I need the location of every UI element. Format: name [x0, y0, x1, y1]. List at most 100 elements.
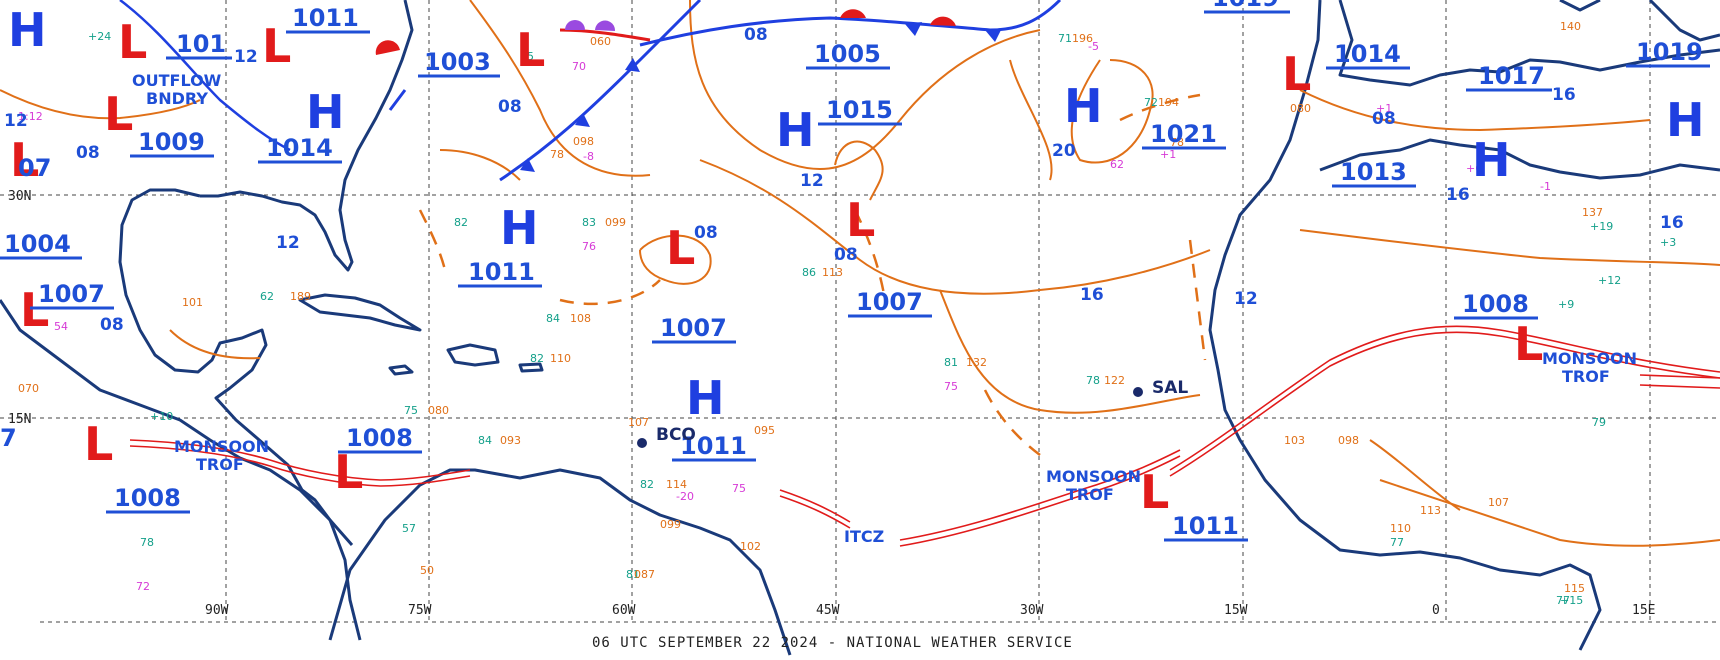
low-center: L	[516, 23, 545, 77]
pressure-label: 7	[0, 424, 17, 452]
low-center: L	[1282, 47, 1311, 101]
high-center: H	[500, 201, 539, 255]
pressure-label: 1005	[814, 40, 881, 68]
hispaniola	[446, 343, 500, 367]
pressure-label: 1019	[1212, 0, 1279, 12]
svg-text:70: 70	[572, 60, 586, 73]
svg-text:060: 060	[590, 35, 611, 48]
pressure-label: 1008	[1462, 290, 1529, 318]
high-center: H	[1064, 79, 1103, 133]
low-center: L	[262, 19, 291, 73]
pressure-label: 1017	[1478, 62, 1545, 90]
high-center: H	[1666, 93, 1705, 147]
lon-label: 90W	[205, 603, 229, 618]
low-center: L	[1140, 465, 1169, 519]
north-africa-coast	[1319, 138, 1720, 180]
svg-text:101: 101	[182, 296, 203, 309]
monsoon-trough-label: MONSOON	[1046, 467, 1141, 486]
pressure-label: 101	[176, 30, 226, 58]
isobars	[0, 0, 1720, 547]
svg-text:080: 080	[428, 404, 449, 417]
pressure-label: 1008	[114, 484, 181, 512]
pressure-label: 1014	[1334, 40, 1401, 68]
itcz-label: ITCZ	[844, 527, 884, 546]
station-label-bco: BCO	[656, 425, 696, 445]
svg-text:122: 122	[1104, 374, 1125, 387]
station-observations: 1:12 +24 -5 78 098 -8 060 65 70 71 196 7…	[18, 20, 1676, 607]
lon-label: 60W	[612, 603, 636, 618]
svg-text:08: 08	[744, 25, 768, 45]
pressure-label: 07	[18, 154, 51, 182]
iberia	[1338, 0, 1720, 87]
svg-text:16: 16	[1080, 285, 1104, 305]
svg-text:1:12: 1:12	[18, 110, 43, 123]
svg-text:196: 196	[1072, 32, 1093, 45]
lon-label: 45W	[816, 603, 840, 618]
svg-text:107: 107	[1488, 496, 1509, 509]
svg-text:20: 20	[1052, 141, 1076, 161]
high-center: H	[776, 103, 815, 157]
svg-text:070: 070	[18, 382, 39, 395]
svg-text:83: 83	[582, 216, 596, 229]
pressure-label: 1011	[292, 4, 359, 32]
svg-text:132: 132	[966, 356, 987, 369]
svg-text:75: 75	[404, 404, 418, 417]
svg-text:137: 137	[1582, 206, 1603, 219]
outflow-boundary-label: OUTFLOW	[132, 71, 222, 90]
svg-text:189: 189	[290, 290, 311, 303]
lat-label: 15N	[8, 412, 31, 427]
svg-text:-5: -5	[1088, 40, 1099, 53]
svg-text:099: 099	[605, 216, 626, 229]
svg-text:110: 110	[550, 352, 571, 365]
svg-text:+1: +1	[1160, 148, 1176, 161]
low-center: L	[334, 445, 363, 499]
svg-text:71: 71	[1058, 32, 1072, 45]
pressure-label: 1019	[1636, 38, 1703, 66]
pressure-label: 1011	[468, 258, 535, 286]
svg-text:+10: +10	[150, 410, 173, 423]
cuba	[298, 293, 422, 332]
svg-text:+12: +12	[1598, 274, 1621, 287]
pressure-label: 1011	[1172, 512, 1239, 540]
pressure-label: 1015	[826, 96, 893, 124]
pressure-label: 1008	[346, 424, 413, 452]
svg-text:102: 102	[740, 540, 761, 553]
lon-label: 30W	[1020, 603, 1044, 618]
svg-text:86: 86	[802, 266, 816, 279]
svg-text:-1: -1	[1540, 180, 1551, 193]
high-pressure-centers: H H H H H H H H	[8, 3, 1705, 425]
corsica	[1559, 0, 1601, 12]
svg-text:78: 78	[140, 536, 154, 549]
pressure-label: 1007	[660, 314, 727, 342]
cold-front	[499, 0, 702, 182]
svg-text:72: 72	[136, 580, 150, 593]
lon-label: 75W	[408, 603, 432, 618]
svg-text:12: 12	[276, 233, 300, 253]
monsoon-trough-label: TROF	[1066, 485, 1114, 504]
jamaica	[388, 364, 414, 376]
svg-text:82: 82	[530, 352, 544, 365]
lat-lon-grid	[0, 0, 1720, 623]
stationary-front	[639, 0, 1062, 47]
svg-text:76: 76	[582, 240, 596, 253]
us-east-coast	[200, 0, 414, 272]
svg-text:095: 095	[754, 424, 775, 437]
gulf-coast	[118, 188, 354, 546]
svg-text:16: 16	[1552, 85, 1576, 105]
svg-text:113: 113	[822, 266, 843, 279]
svg-text:107: 107	[628, 416, 649, 429]
high-center: H	[1472, 133, 1511, 187]
svg-text:113: 113	[1420, 504, 1441, 517]
svg-text:+19: +19	[1590, 220, 1613, 233]
svg-text:16: 16	[1446, 185, 1470, 205]
svg-text:+3: +3	[1660, 236, 1676, 249]
svg-text:08: 08	[1372, 109, 1396, 129]
svg-text:78: 78	[550, 148, 564, 161]
station-marker	[1133, 387, 1143, 397]
svg-text:08: 08	[498, 97, 522, 117]
svg-text:72: 72	[1144, 96, 1158, 109]
station-marker	[637, 438, 647, 448]
lon-label: 15E	[1632, 603, 1655, 618]
pressure-label: 1011	[680, 432, 747, 460]
